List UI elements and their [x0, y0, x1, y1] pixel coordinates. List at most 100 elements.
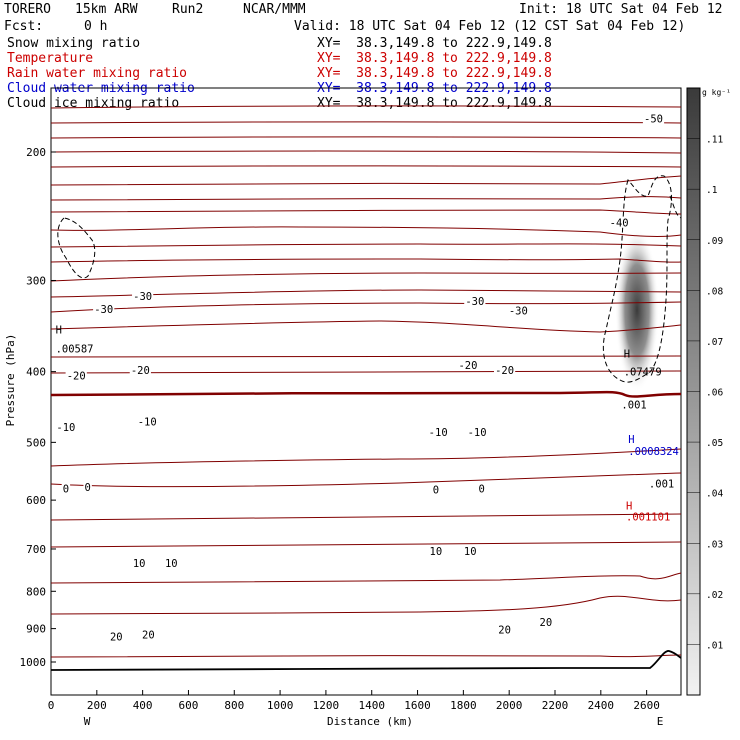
y-tick-label: 800 [26, 585, 46, 598]
colorbar-unit: g kg⁻¹ [702, 88, 731, 97]
colorbar-label: .07 [706, 337, 723, 348]
isotherm-label-bg [477, 482, 486, 494]
isotherm-label-bg [65, 369, 87, 381]
y-tick-label: 1000 [20, 656, 47, 669]
freezing-isotherm [50, 390, 682, 398]
colorbar-label: .03 [706, 539, 723, 550]
field-annotation: H [626, 500, 632, 512]
field-annotation: H [624, 349, 630, 361]
header-fcst-label: Fcst: [4, 19, 44, 34]
colorbar-label: .05 [706, 438, 723, 449]
header-init: Init: 18 UTC Sat 04 Feb 12 [519, 2, 723, 17]
isotherm-label-bg [55, 420, 77, 432]
isotherm-label-bg [132, 289, 154, 301]
field-xy: XY= 38.3,149.8 to 222.9,149.8 [317, 36, 552, 51]
field-annotation: .001 [649, 478, 674, 490]
header-fcst-value: 0 h [84, 19, 108, 34]
isotherm-label-bg [83, 481, 92, 493]
x-tick-label: 2600 [633, 699, 660, 712]
colorbar-label: .1 [706, 185, 718, 196]
isotherm-label-bg [61, 482, 71, 494]
isotherm-label: -40 [610, 218, 629, 230]
x-tick-label: 600 [179, 699, 199, 712]
isotherm-label: 10 [430, 546, 443, 558]
colorbar-label: .08 [706, 286, 723, 297]
y-tick-label: 300 [26, 274, 46, 287]
isotherm-label-bg [431, 483, 441, 495]
x-axis: 0 200 400 600 800 1000 1200 1400 1600 1800 2000 220… [48, 690, 660, 712]
isotherm-label: 0 [433, 484, 439, 496]
colorbar-label: .09 [706, 236, 723, 247]
header-run: Run2 [172, 2, 204, 17]
y-axis: 200 300 400 500 600 700 800 900 1000 [20, 146, 56, 669]
isotherm-label-bg [136, 415, 158, 427]
isotherm-label-bg [108, 630, 124, 642]
isotherm-label: -20 [67, 371, 86, 383]
field-xy: XY= 38.3,149.8 to 222.9,149.8 [317, 66, 552, 81]
x-tick-label: 2000 [496, 699, 523, 712]
isotherm-label-bg [462, 545, 478, 557]
x-tick-label: 2200 [542, 699, 569, 712]
header-valid: Valid: 18 UTC Sat 04 Feb 12 (12 CST Sat … [294, 19, 686, 34]
field-annotation: H [628, 434, 634, 446]
x-tick-label: 1400 [358, 699, 385, 712]
isotherm-label: 20 [498, 625, 511, 637]
isotherm-labels: -50 -40 -30 -30 -30 -30 -20 -20 -20 -20 -10 -10 -10 -… [55, 112, 665, 643]
isotherm-label-bg [427, 426, 449, 438]
isotherm-label: -30 [133, 291, 152, 303]
isotherm-label-bg [608, 216, 630, 228]
field-xy: XY= 38.3,149.8 to 222.9,149.8 [317, 51, 552, 66]
isotherm-label: 10 [464, 546, 477, 558]
y-tick-label: 600 [26, 494, 46, 507]
x-tick-label: 0 [48, 699, 55, 712]
isotherm-label-bg [497, 623, 512, 635]
isotherm-label-bg [129, 364, 151, 376]
field-annotation: .00587 [56, 344, 94, 356]
isotherm-label: -20 [458, 360, 477, 372]
isotherm-label-bg [464, 294, 486, 306]
isotherm-label-bg [131, 557, 147, 569]
isotherm-label-bg [642, 112, 665, 124]
x-tick-label: 1000 [267, 699, 294, 712]
isotherm-label: -20 [495, 365, 514, 377]
isotherm-label: -50 [644, 114, 663, 126]
isotherm-label-bg [140, 628, 156, 640]
field-annotation: .001 [621, 400, 646, 412]
isotherm-label-bg [163, 557, 179, 569]
isotherm-label: -30 [509, 306, 528, 318]
snow-maximum-shading [615, 228, 659, 392]
isotherm-label-bg [494, 364, 516, 376]
isotherm-label: 0 [479, 483, 485, 495]
x-tick-label: 800 [224, 699, 244, 712]
isotherm-label: 20 [540, 617, 553, 629]
x-tick-label: 1800 [450, 699, 477, 712]
colorbar-label: .11 [706, 135, 723, 146]
isotherm-label-bg [466, 426, 488, 438]
field-annotation: H [56, 324, 62, 336]
isotherms [50, 105, 682, 658]
terrain-line [50, 650, 682, 671]
field-name: Rain water mixing ratio [7, 66, 188, 81]
y-tick-label: 500 [26, 436, 46, 449]
plot-frame [50, 87, 682, 696]
field-annotation: .0008324 [628, 446, 679, 458]
field-annotation: .001101 [626, 512, 670, 524]
colorbar-label: .06 [706, 388, 723, 399]
field-annotation: .07479 [624, 367, 662, 379]
field-name: Snow mixing ratio [7, 36, 141, 51]
colorbar-labels: .11 .1 .09 .08 .07 .06 .05 .04 .03 .02 .01 [687, 135, 723, 651]
x-tick-label: 1200 [313, 699, 340, 712]
isotherm-label: -10 [468, 427, 487, 439]
x-tick-label: 2400 [588, 699, 615, 712]
isotherm-label: 20 [142, 630, 155, 642]
isotherm-label-bg [507, 304, 529, 316]
isotherm-label-bg [428, 545, 444, 557]
x-axis-right-end: E [657, 715, 664, 728]
x-tick-label: 1600 [404, 699, 431, 712]
y-tick-label: 200 [26, 146, 46, 159]
y-axis-title: Pressure (hPa) [4, 334, 17, 427]
x-axis-title: Distance (km) [327, 715, 413, 728]
isotherm-label-bg [457, 359, 479, 371]
